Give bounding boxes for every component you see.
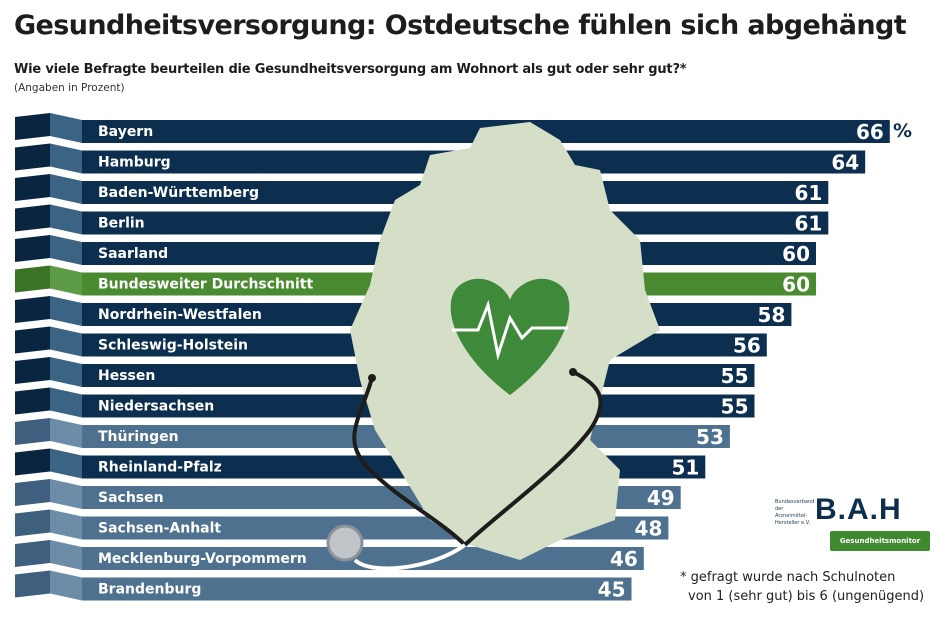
bar-fold-left xyxy=(15,265,50,293)
bar-value-label: 46 xyxy=(610,547,638,571)
bar-value-label: 66 xyxy=(856,120,884,144)
bar-fold-left xyxy=(15,448,50,476)
bar-category-label: Mecklenburg-Vorpommern xyxy=(98,551,307,567)
bar-fold-right xyxy=(50,387,82,418)
bar-value-label: 48 xyxy=(635,517,663,541)
bar xyxy=(82,577,632,601)
bar-fold-right xyxy=(50,265,82,296)
chart-title: Gesundheitsversorgung: Ostdeutsche fühle… xyxy=(14,10,907,41)
bar-category-label: Rheinland-Pfalz xyxy=(98,460,222,476)
bar-fold-left xyxy=(15,479,50,506)
bar-fold-left xyxy=(15,570,50,598)
bar-value-label: 45 xyxy=(598,578,626,602)
bar-category-label: Hessen xyxy=(98,368,155,384)
bar-fold-right xyxy=(50,479,82,509)
bar-fold-right xyxy=(50,174,82,204)
bar-fold-right xyxy=(50,509,82,540)
bar-category-label: Schleswig-Holstein xyxy=(98,338,248,354)
stethoscope-chestpiece xyxy=(326,524,364,562)
bar-value-label: 49 xyxy=(647,486,675,510)
heartbeat-line xyxy=(452,299,568,361)
bar-category-label: Hamburg xyxy=(98,155,171,171)
bar-category-label: Thüringen xyxy=(98,429,179,445)
bar-category-label: Niedersachsen xyxy=(98,399,214,415)
bar-fold-right xyxy=(50,418,82,448)
footnote: * gefragt wurde nach Schulnoten von 1 (s… xyxy=(680,568,924,606)
stethoscope-tube xyxy=(353,543,467,571)
bah-logo: Bundesverband der Arzneimittel-Herstelle… xyxy=(775,493,935,555)
earpiece-left xyxy=(368,374,376,382)
bar-value-label: 60 xyxy=(782,242,810,266)
bar-fold-right xyxy=(50,204,82,235)
bar-value-label: 61 xyxy=(794,212,822,236)
bar-value-label: 55 xyxy=(721,364,749,388)
stethoscope-icon xyxy=(352,370,603,548)
bar-fold-left xyxy=(15,204,50,232)
bar-fold-left xyxy=(15,235,50,262)
bar-value-label: 51 xyxy=(671,456,699,480)
bar-value-label: 61 xyxy=(794,181,822,205)
bar-value-label: 58 xyxy=(758,303,786,327)
bar-fold-left xyxy=(15,418,50,445)
bar-category-label: Bundesweiter Durchschnitt xyxy=(98,277,313,293)
bar-value-label: 60 xyxy=(782,273,810,297)
bar-value-label: 64 xyxy=(831,151,859,175)
bar-fold-right xyxy=(50,143,82,174)
bar-category-label: Brandenburg xyxy=(98,582,201,598)
unit-note: (Angaben in Prozent) xyxy=(14,82,125,94)
bar-fold-left xyxy=(15,357,50,384)
bar-value-label: 56 xyxy=(733,334,761,358)
earpiece-right xyxy=(569,368,577,376)
bar-value-label: 53 xyxy=(696,425,724,449)
bar-category-label: Sachsen xyxy=(98,490,164,506)
logo-name: B.A.H xyxy=(815,493,902,526)
chart-subtitle: Wie viele Befragte beurteilen die Gesund… xyxy=(14,62,687,77)
bar-fold-right xyxy=(50,357,82,387)
bar-category-label: Baden-Württemberg xyxy=(98,185,259,201)
bar-fold-left xyxy=(15,326,50,354)
heart-icon xyxy=(450,278,570,395)
bar-fold-left xyxy=(15,540,50,567)
percent-unit: % xyxy=(893,120,913,142)
logo-small-text: Bundesverband der Arzneimittel-Herstelle… xyxy=(775,499,815,526)
footnote-line-1: * gefragt wurde nach Schulnoten xyxy=(680,570,896,585)
bar-fold-right xyxy=(50,296,82,326)
bar-category-label: Berlin xyxy=(98,216,145,232)
bar-fold-left xyxy=(15,143,50,171)
bar-category-label: Saarland xyxy=(98,246,168,262)
bar-fold-right xyxy=(50,113,82,143)
bar-fold-left xyxy=(15,387,50,415)
footnote-line-2: von 1 (sehr gut) bis 6 (ungenügend) xyxy=(688,589,925,604)
bar-fold-left xyxy=(15,509,50,537)
bar-category-label: Sachsen-Anhalt xyxy=(98,521,221,537)
germany-map-illustration xyxy=(326,122,660,571)
bar-fold-left xyxy=(15,113,50,140)
bar-fold-right xyxy=(50,235,82,265)
bar-fold-right xyxy=(50,540,82,570)
bar-fold-left xyxy=(15,296,50,323)
bar-fold-right xyxy=(50,326,82,357)
logo-badge: Gesundheitsmonitor xyxy=(830,531,930,551)
bar-value-label: 55 xyxy=(721,395,749,419)
bar-fold-left xyxy=(15,174,50,201)
bar-fold-right xyxy=(50,448,82,479)
bar-category-label: Nordrhein-Westfalen xyxy=(98,307,262,323)
bar-fold-right xyxy=(50,570,82,601)
bar-category-label: Bayern xyxy=(98,124,153,140)
